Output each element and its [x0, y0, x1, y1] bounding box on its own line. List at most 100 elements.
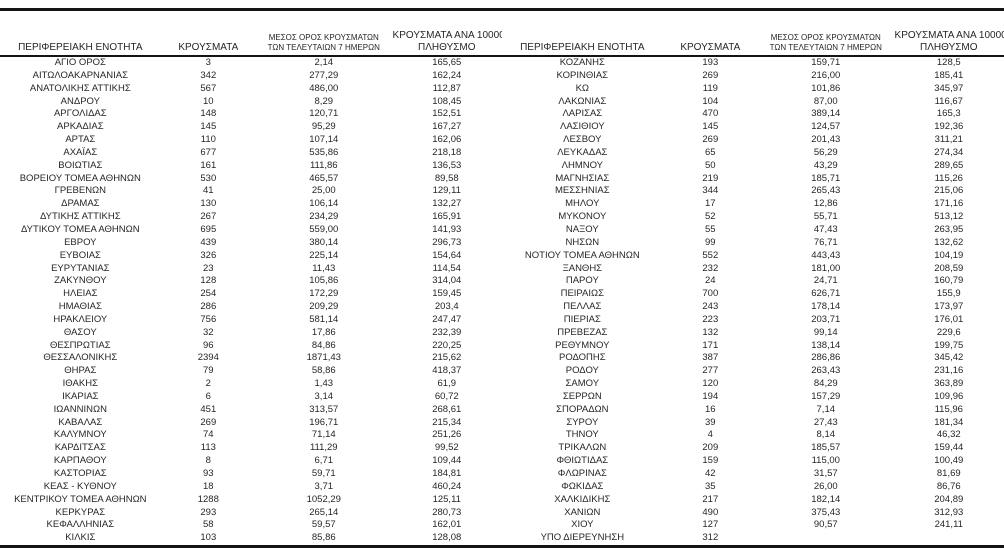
region-cell: ΑΡΓΟΛΙΔΑΣ: [53, 108, 107, 120]
region-cell: ΑΡΤΑΣ: [65, 134, 96, 146]
avg7-cell: 389,14: [811, 108, 841, 120]
table-row: ΑΧΑΪΑΣ 677 535,86 218,18: [0, 147, 502, 160]
per100k-cell: 165,65: [432, 57, 462, 69]
per100k-cell: 231,16: [934, 365, 964, 377]
region-cell: ΠΙΕΡΙΑΣ: [563, 313, 601, 325]
table-row: ΖΑΚΥΝΘΟΥ 128 105,86 314,04: [0, 275, 502, 288]
table-row: ΚΙΛΚΙΣ 103 85,86 128,08: [0, 532, 502, 549]
table-row: ΘΕΣΣΑΛΟΝΙΚΗΣ 2394 1871,43 215,62: [0, 352, 502, 365]
cases-cell: 193: [702, 57, 719, 69]
cases-cell: 93: [203, 468, 214, 480]
table-row: ΜΗΛΟΥ 17 12,86 171,16: [502, 198, 1004, 211]
cases-cell: 119: [702, 82, 718, 94]
region-cell: ΘΕΣΠΡΩΤΙΑΣ: [50, 339, 111, 351]
avg7-cell: 172,29: [309, 288, 339, 300]
per100k-cell: 215,34: [432, 416, 462, 428]
table-row: ΛΑΚΩΝΙΑΣ 104 87,00 116,67: [502, 96, 1004, 109]
table-row: ΚΕΑΣ - ΚΥΘΝΟΥ 18 3,71 460,24: [0, 481, 502, 494]
cases-cell: 16: [705, 403, 716, 415]
table-row: ΚΟΖΑΝΗΣ 193 159,71 128,5: [502, 56, 1004, 70]
table-row: ΣΥΡΟΥ 39 27,43 181,34: [502, 417, 1004, 430]
table-row: ΑΝΔΡΟΥ 10 8,29 108,45: [0, 96, 502, 109]
per100k-cell: 108,45: [432, 95, 462, 107]
table-row: ΠΑΡΟΥ 24 24,71 160,79: [502, 275, 1004, 288]
avg7-cell: 138,14: [811, 339, 841, 351]
per100k-cell: 100,49: [934, 455, 964, 467]
avg7-cell: 2,14: [314, 57, 334, 69]
avg7-cell: 157,29: [811, 390, 841, 402]
region-cell: ΔΥΤΙΚΟΥ ΤΟΜΕΑ ΑΘΗΝΩΝ: [21, 223, 140, 235]
avg7-cell: 17,86: [311, 326, 336, 338]
cases-cell: 145: [200, 121, 217, 133]
avg7-cell: 31,57: [813, 468, 838, 480]
avg7-cell: 265,14: [309, 506, 339, 518]
avg7-cell: 209,29: [309, 301, 339, 313]
cases-column-header: ΚΡΟΥΣΜΑΤΑ: [662, 8, 758, 57]
avg7-cell: 159,71: [811, 57, 841, 69]
per100k-cell: 171,16: [934, 198, 964, 210]
per100k-cell: 204,89: [934, 493, 964, 505]
per100k-cell: 116,67: [934, 95, 963, 107]
region-cell: ΙΘΑΚΗΣ: [62, 378, 98, 390]
table-row: ΝΟΤΙΟΥ ΤΟΜΕΑ ΑΘΗΝΩΝ 552 443,43 104,19: [502, 250, 1004, 263]
cases-cell: 23: [203, 262, 214, 274]
avg7-cell: 43,29: [813, 159, 838, 171]
per100k-cell: 215,62: [432, 352, 462, 364]
per100k-cell: 181,34: [934, 416, 964, 428]
cases-cell: 277: [702, 365, 719, 377]
region-cell: ΛΑΣΙΘΙΟΥ: [559, 121, 605, 133]
per100k-cell: 192,36: [934, 121, 964, 133]
per100k-cell: 136,53: [432, 159, 462, 171]
table-header-left: ΠΕΡΙΦΕΡΕΙΑΚΗ ΕΝΟΤΗΤΑ ΚΡΟΥΣΜΑΤΑ ΜΕΣΟΣ ΟΡΟ…: [0, 8, 502, 57]
per100k-cell: 199,75: [934, 339, 964, 351]
per100k-cell: 513,12: [934, 211, 964, 223]
avg7-cell: 26,00: [813, 480, 838, 492]
avg7-cell: 124,57: [811, 121, 841, 133]
table-row: ΘΗΡΑΣ 79 58,86 418,37: [0, 365, 502, 378]
cases-cell: 209: [702, 442, 719, 454]
table-row: ΦΩΚΙΔΑΣ 35 26,00 86,76: [502, 481, 1004, 494]
region-cell: ΣΠΟΡΑΔΩΝ: [556, 403, 609, 415]
per100k-cell: 109,44: [432, 455, 462, 467]
per100k-cell: 289,65: [934, 159, 964, 171]
table-row: ΜΕΣΣΗΝΙΑΣ 344 265,43 215,06: [502, 185, 1004, 198]
covid-table-left: ΠΕΡΙΦΕΡΕΙΑΚΗ ΕΝΟΤΗΤΑ ΚΡΟΥΣΜΑΤΑ ΜΕΣΟΣ ΟΡΟ…: [0, 8, 502, 549]
cases-cell: 103: [160, 532, 256, 549]
avg7-header-line1: ΜΕΣΟΣ ΟΡΟΣ ΚΡΟΥΣΜΑΤΩΝ: [770, 33, 881, 42]
cases-cell: 700: [702, 288, 719, 300]
avg7-cell: 58,86: [311, 365, 336, 377]
cases-cell: 4: [707, 429, 713, 441]
cases-cell: 312: [662, 532, 758, 549]
per100k-cell: 159,44: [934, 442, 964, 454]
cases-cell: 342: [200, 69, 217, 81]
table-row: ΒΟΙΩΤΙΑΣ 161 111,86 136,53: [0, 160, 502, 173]
table-row: ΑΙΤΩΛΟΑΚΑΡΝΑΝΙΑΣ 342 277,29 162,24: [0, 70, 502, 83]
table-row: ΝΗΣΩΝ 99 76,71 132,62: [502, 237, 1004, 250]
avg7-cell: 201,43: [811, 134, 841, 146]
avg7-cell: 111,29: [309, 442, 338, 454]
avg7-cell: 181,00: [811, 262, 841, 274]
table-row: ΥΠΟ ΔΙΕΡΕΥΝΗΣΗ 312: [502, 532, 1004, 549]
per100k-header-line2: ΠΛΗΘΥΣΜΟ: [919, 41, 978, 53]
region-cell: ΜΑΓΝΗΣΙΑΣ: [555, 172, 610, 184]
per100k-cell: 155,9: [936, 288, 961, 300]
per100k-cell: 99,52: [434, 442, 459, 454]
cases-cell: 161: [200, 159, 217, 171]
avg7-cell: 3,71: [314, 480, 334, 492]
table-row: ΚΕΡΚΥΡΑΣ 293 265,14 280,73: [0, 507, 502, 520]
per100k-cell: 86,76: [936, 480, 961, 492]
region-cell: ΜΗΛΟΥ: [565, 198, 600, 210]
cases-cell: 41: [203, 185, 214, 197]
per100k-cell: 218,18: [432, 146, 462, 158]
avg7-cell: 90,57: [813, 519, 838, 531]
per100k-cell: 46,32: [936, 429, 961, 441]
table-row: ΧΑΛΚΙΔΙΚΗΣ 217 182,14 204,89: [502, 494, 1004, 507]
table-row: ΔΥΤΙΚΗΣ ΑΤΤΙΚΗΣ 267 234,29 165,91: [0, 211, 502, 224]
avg7-cell: 12,86: [813, 198, 838, 210]
avg7-header-line2: ΤΩΝ ΤΕΛΕΥΤΑΙΩΝ 7 ΗΜΕΡΩΝ: [769, 43, 882, 52]
header-row: ΠΕΡΙΦΕΡΕΙΑΚΗ ΕΝΟΤΗΤΑ ΚΡΟΥΣΜΑΤΑ ΜΕΣΟΣ ΟΡΟ…: [502, 8, 1004, 57]
header-row: ΠΕΡΙΦΕΡΕΙΑΚΗ ΕΝΟΤΗΤΑ ΚΡΟΥΣΜΑΤΑ ΜΕΣΟΣ ΟΡΟ…: [0, 8, 502, 57]
avg7-cell: 185,71: [811, 172, 841, 184]
per100k-cell: 247,47: [432, 313, 462, 325]
per100k-cell: 363,89: [934, 378, 964, 390]
